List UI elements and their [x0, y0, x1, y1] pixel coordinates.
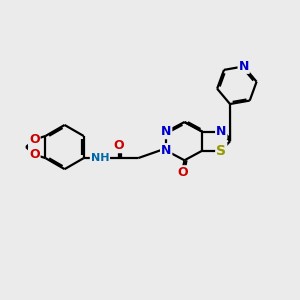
Text: N: N	[216, 125, 226, 138]
Text: O: O	[29, 133, 40, 146]
Text: N: N	[238, 60, 249, 73]
Text: S: S	[216, 144, 226, 158]
Text: O: O	[29, 148, 40, 161]
Text: N: N	[161, 125, 171, 138]
Text: NH: NH	[91, 153, 109, 163]
Text: O: O	[178, 166, 188, 179]
Text: O: O	[114, 139, 124, 152]
Text: N: N	[161, 144, 171, 157]
